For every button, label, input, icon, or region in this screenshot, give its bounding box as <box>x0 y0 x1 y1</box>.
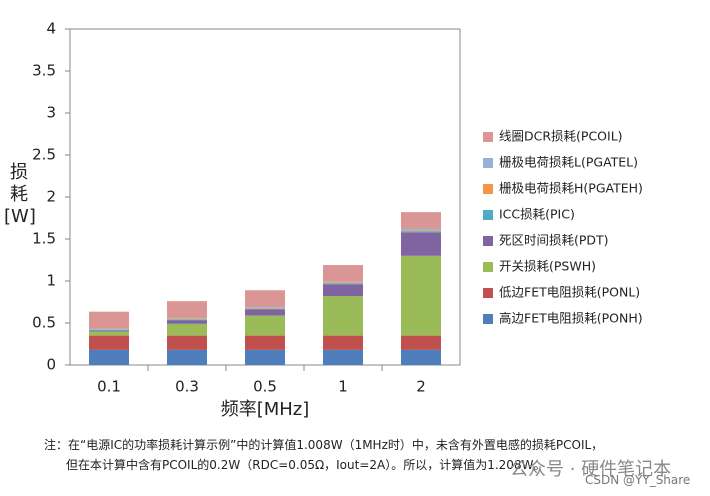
legend-label: 开关损耗(PSWH) <box>499 259 596 274</box>
bar-segment <box>167 323 207 336</box>
watermark: 公众号 · 硬件笔记本 <box>510 459 672 480</box>
legend-swatch <box>483 288 493 298</box>
bar-segment <box>167 301 207 318</box>
legend-swatch <box>483 184 493 194</box>
bar-segment <box>245 349 285 365</box>
y-tick-label: 0.5 <box>32 314 56 332</box>
bar-segment <box>323 296 363 336</box>
legend-label: 高边FET电阻损耗(PONH) <box>499 311 643 326</box>
bar-segment <box>401 349 441 365</box>
y-axis-title: 损耗[W] <box>4 162 36 227</box>
bar-segment <box>323 281 363 283</box>
legend-swatch <box>483 314 493 324</box>
y-tick-label: 0 <box>46 356 56 374</box>
bar-segment <box>245 307 285 309</box>
bar-segment <box>245 309 285 316</box>
note-line: 但在本计算中含有PCOIL的0.2W（RDC=0.05Ω，Iout=2A）。所以… <box>66 458 546 472</box>
x-tick-label: 1 <box>338 378 348 396</box>
bar-segment <box>167 335 207 350</box>
y-tick-label: 2 <box>46 188 56 206</box>
bar-segment <box>245 308 285 310</box>
legend-label: 栅极电荷损耗L(PGATEL) <box>499 155 638 170</box>
bar-segment <box>89 328 129 330</box>
bar-segment <box>245 307 285 308</box>
bar-segment <box>323 265 363 282</box>
x-tick-label: 0.5 <box>253 378 277 396</box>
legend-swatch <box>483 262 493 272</box>
bar-segment <box>89 330 129 332</box>
bar-segment <box>89 335 129 350</box>
x-tick-label: 0.1 <box>97 378 121 396</box>
y-tick-label: 3.5 <box>32 62 56 80</box>
credit: CSDN @YY_Share <box>585 473 691 487</box>
bar-segment <box>323 349 363 365</box>
legend-label: ICC损耗(PIC) <box>499 207 575 222</box>
bar-segment <box>89 349 129 365</box>
legend-label: 线圈DCR损耗(PCOIL) <box>499 129 623 144</box>
legend-swatch <box>483 132 493 142</box>
bar-segment <box>245 315 285 336</box>
legend-label: 死区时间损耗(PDT) <box>499 233 609 248</box>
legend-label: 栅极电荷损耗H(PGATEH) <box>499 181 643 196</box>
y-tick-label: 2.5 <box>32 146 56 164</box>
bar-segment <box>323 282 363 284</box>
y-tick-label: 1 <box>46 272 56 290</box>
bar-segment <box>167 320 207 324</box>
x-axis-title: 频率[MHz] <box>221 399 310 420</box>
bar-segment <box>323 335 363 350</box>
legend-label: 低边FET电阻损耗(PONL) <box>499 285 640 300</box>
note-line: 注：在“电源IC的功率损耗计算示例”中的计算值1.008W（1MHz时）中，未含… <box>44 438 604 452</box>
y-tick-label: 3 <box>46 104 56 122</box>
bar-segment <box>401 255 441 336</box>
bar-segment <box>401 231 441 233</box>
bar-segment <box>167 317 207 319</box>
bar-segment <box>245 335 285 350</box>
x-tick-label: 0.3 <box>175 378 199 396</box>
legend-swatch <box>483 158 493 168</box>
bar-segment <box>167 318 207 320</box>
bar-segment <box>89 311 129 329</box>
bar-segment <box>323 284 363 297</box>
bar-segment <box>89 329 129 331</box>
legend-swatch <box>483 210 493 220</box>
y-tick-label: 4 <box>46 20 56 38</box>
y-tick-label: 1.5 <box>32 230 56 248</box>
bar-segment <box>245 290 285 308</box>
bar-segment <box>89 331 129 336</box>
bar-segment <box>401 232 441 256</box>
x-tick-label: 2 <box>416 378 426 396</box>
bar-segment <box>323 283 363 285</box>
bar-segment <box>167 349 207 365</box>
bar-segment <box>401 230 441 232</box>
legend-swatch <box>483 236 493 246</box>
bar-segment <box>167 319 207 321</box>
bar-segment <box>401 228 441 231</box>
bar-segment <box>401 335 441 350</box>
bar-segment <box>401 212 441 229</box>
